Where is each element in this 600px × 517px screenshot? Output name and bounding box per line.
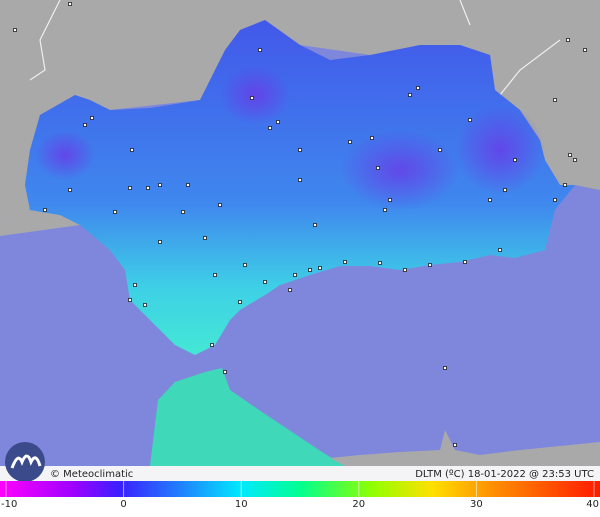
logo: [5, 442, 45, 482]
station: [263, 280, 267, 284]
scale-tick-label: 0: [120, 499, 126, 510]
station: [130, 148, 134, 152]
station: [90, 116, 94, 120]
stations: [13, 2, 587, 447]
station: [468, 118, 472, 122]
station: [488, 198, 492, 202]
color-scale: [0, 481, 600, 497]
cold-area: [220, 65, 290, 125]
cold-area: [455, 105, 545, 195]
land-africa: [150, 368, 345, 466]
station: [68, 2, 72, 6]
station: [186, 183, 190, 187]
station: [348, 140, 352, 144]
station: [43, 208, 47, 212]
station: [158, 240, 162, 244]
station: [258, 48, 262, 52]
station: [566, 38, 570, 42]
station: [128, 298, 132, 302]
station: [313, 223, 317, 227]
station: [213, 273, 217, 277]
scale-ticks: -10 0 10 20 30 40: [1, 481, 599, 510]
station: [288, 288, 292, 292]
station: [276, 120, 280, 124]
station: [113, 210, 117, 214]
station: [238, 300, 242, 304]
caption-band: [0, 466, 600, 481]
land: [0, 210, 80, 236]
station: [438, 148, 442, 152]
station: [498, 248, 502, 252]
scale-tick-label: -10: [1, 499, 17, 510]
station: [388, 198, 392, 202]
scale-tick-label: 30: [470, 499, 483, 510]
cold-area: [35, 130, 95, 180]
station: [403, 268, 407, 272]
station: [298, 178, 302, 182]
station: [158, 183, 162, 187]
station: [463, 260, 467, 264]
station: [416, 86, 420, 90]
station: [243, 263, 247, 267]
station: [443, 366, 447, 370]
land: [330, 430, 600, 466]
logo-mark: [10, 454, 42, 469]
station: [318, 266, 322, 270]
station: [146, 186, 150, 190]
credit: © Meteoclimatic: [50, 469, 133, 480]
station: [343, 260, 347, 264]
caption: DLTM (ºC) 18-01-2022 @ 23:53 UTC: [415, 469, 594, 480]
station: [553, 98, 557, 102]
station: [573, 158, 577, 162]
cold-area: [340, 130, 460, 210]
station: [376, 166, 380, 170]
region-andalusia: [25, 20, 575, 355]
station: [223, 370, 227, 374]
border: [29, 0, 561, 96]
station: [203, 236, 207, 240]
station: [268, 126, 272, 130]
station: [308, 268, 312, 272]
scale-tick-label: 10: [235, 499, 248, 510]
station: [513, 158, 517, 162]
station: [143, 303, 147, 307]
station: [218, 203, 222, 207]
station: [83, 123, 87, 127]
land: [0, 0, 600, 225]
station: [133, 283, 137, 287]
station: [568, 153, 572, 157]
station: [583, 48, 587, 52]
station: [370, 136, 374, 140]
station: [378, 261, 382, 265]
station: [428, 263, 432, 267]
station: [298, 148, 302, 152]
station: [503, 188, 507, 192]
scale-tick-label: 40: [586, 499, 599, 510]
station: [13, 28, 17, 32]
station: [250, 96, 254, 100]
station: [408, 93, 412, 97]
station: [181, 210, 185, 214]
scale-tick-label: 20: [352, 499, 365, 510]
station: [453, 443, 457, 447]
station: [68, 188, 72, 192]
station: [128, 186, 132, 190]
station: [383, 208, 387, 212]
station: [210, 343, 214, 347]
station: [293, 273, 297, 277]
station: [563, 183, 567, 187]
station: [553, 198, 557, 202]
